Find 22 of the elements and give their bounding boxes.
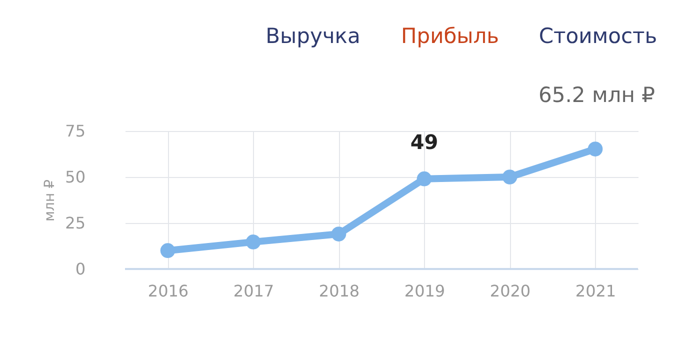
x-tick-label: 2020: [490, 282, 531, 300]
data-label: 49: [410, 130, 438, 154]
text: Стоимость: [538, 24, 658, 48]
point: [416, 171, 432, 186]
y-tick-label: 75: [65, 122, 86, 140]
point: [502, 170, 518, 184]
point: [331, 226, 346, 242]
text: Прибыль: [400, 24, 500, 48]
point: [588, 142, 603, 156]
x-tick-label: 2016: [148, 282, 189, 300]
y-tick-label: 25: [65, 214, 86, 232]
y-tick-label: 0: [75, 260, 86, 278]
x-tick-label: 2019: [404, 282, 446, 300]
y-tick-label: 50: [65, 168, 86, 186]
text: Выручка: [266, 24, 360, 48]
text: 65.2 млн ₽: [538, 83, 655, 107]
point: [160, 243, 176, 258]
y-axis-title: млн ₽: [42, 179, 58, 222]
x-tick-label: 2017: [233, 282, 274, 300]
point: [246, 234, 261, 250]
x-tick-label: 2021: [575, 282, 616, 300]
x-tick-label: 2018: [318, 282, 360, 300]
